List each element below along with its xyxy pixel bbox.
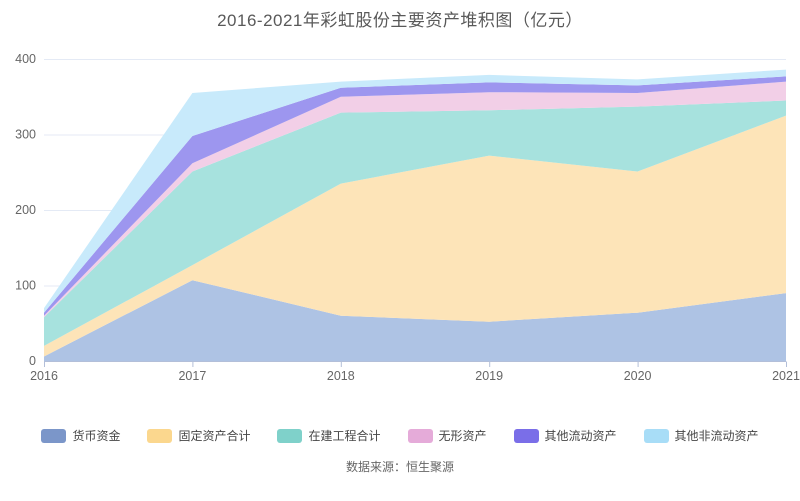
legend-item-label: 其他流动资产	[544, 429, 617, 443]
legend-swatch-icon	[147, 428, 173, 443]
legend-swatch-icon	[643, 428, 669, 443]
x-axis-tick-label: 2019	[475, 369, 503, 383]
area-series-2[interactable]	[44, 100, 786, 346]
chart-title: 2016-2021年彩虹股份主要资产堆积图（亿元）	[217, 11, 583, 30]
stacked-area-chart[interactable]: 0 100 200 300 400 2016 2017 2018 2019 2020 2021	[0, 0, 800, 420]
y-axis-tick-label: 300	[15, 128, 36, 142]
y-axis-tick-label: 0	[29, 354, 36, 368]
legend-item-label: 货币资金	[72, 429, 121, 443]
y-axis-tick-label: 200	[15, 203, 36, 217]
legend-item-4[interactable]: 其他流动资产	[513, 427, 617, 444]
y-axis-tick-label: 100	[15, 279, 36, 293]
legend-item-label: 其他非流动资产	[674, 429, 759, 443]
legend-item-2[interactable]: 在建工程合计	[277, 427, 381, 444]
legend-item-1[interactable]: 固定资产合计	[147, 427, 250, 444]
legend-item-label: 无形资产	[438, 429, 487, 443]
legend-item-label: 在建工程合计	[308, 429, 381, 443]
x-axis-tick-label: 2017	[178, 369, 206, 383]
area-series-4[interactable]	[44, 76, 786, 316]
x-axis-tick-label: 2021	[772, 369, 800, 383]
legend-item-3[interactable]: 无形资产	[407, 427, 487, 444]
legend-item-5[interactable]: 其他非流动资产	[643, 427, 759, 444]
legend-swatch-icon	[407, 428, 433, 443]
legend-item-0[interactable]: 货币资金	[41, 427, 120, 444]
area-series-1[interactable]	[44, 115, 786, 357]
y-axis-tick-label: 400	[15, 52, 36, 66]
data-source: 数据来源：恒生聚源	[345, 460, 454, 474]
legend-swatch-icon	[513, 428, 539, 443]
legend-swatch-icon	[277, 428, 303, 443]
legend: 货币资金 固定资产合计 在建工程合计 无形资产 其他流动资产 其他非流动资产	[0, 427, 800, 444]
x-axis-tick-label: 2018	[327, 369, 355, 383]
legend-item-label: 固定资产合计	[178, 429, 251, 443]
area-series-0[interactable]	[44, 280, 786, 361]
x-axis-tick-label: 2016	[30, 369, 58, 383]
x-axis-tick-label: 2020	[624, 369, 652, 383]
legend-swatch-icon	[41, 428, 67, 443]
